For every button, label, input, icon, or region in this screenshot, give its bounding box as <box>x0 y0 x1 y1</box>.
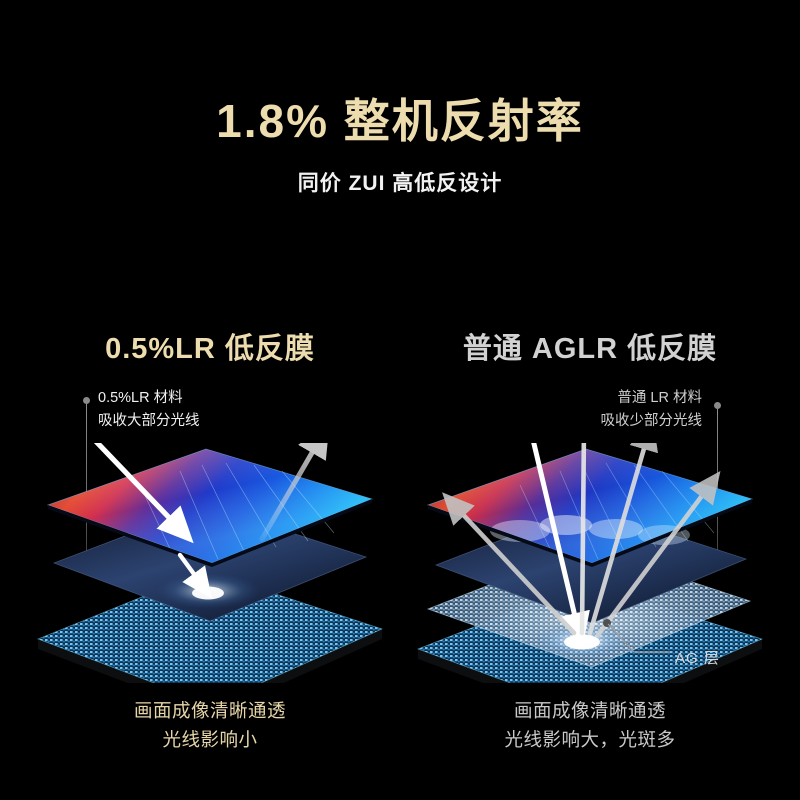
callout-dot-icon <box>714 402 721 409</box>
ray-absorbed-left <box>177 552 212 599</box>
callout-right-line2: 吸收少部分光线 <box>600 413 703 430</box>
ray-scatter-right-1 <box>442 492 577 636</box>
callout-left-line1: 0.5%LR 材料 <box>98 390 183 406</box>
page-subtitle: 同价 ZUI 高低反设计 <box>297 171 503 195</box>
layer-stack-right <box>410 443 770 683</box>
caption-right: 画面成像清晰通透 光线影响大，光斑多 <box>410 697 770 754</box>
panel-low-reflection-05lr: 0.5%LR 低反膜 0.5%LR 材料 吸收大部分光线 <box>30 325 390 755</box>
panel-ordinary-aglr: 普通 AGLR 低反膜 普通 LR 材料 吸收少部分光线 <box>410 325 770 755</box>
ag-layer-leader-line <box>607 623 670 653</box>
caption-right-line2: 光线影响大，光斑多 <box>504 728 676 750</box>
callout-left: 0.5%LR 材料 吸收大部分光线 <box>98 387 200 434</box>
ray-scatter-right-3 <box>587 443 658 636</box>
ray-incoming-right <box>531 443 590 648</box>
callout-right-line1: 普通 LR 材料 <box>617 390 702 406</box>
headline-block: 1.8% 整机反射率 同价 ZUI 高低反设计 <box>0 96 800 197</box>
ray-incoming-left <box>93 443 194 544</box>
ag-layer-label: AG 层 <box>675 650 720 667</box>
panel-heading-right: 普通 AGLR 低反膜 <box>462 333 718 365</box>
callout-dot-icon <box>83 397 90 404</box>
pixel-grid-layer-left <box>37 570 383 683</box>
caption-left: 画面成像清晰通透 光线影响小 <box>30 697 390 754</box>
callout-leader-line <box>86 404 87 562</box>
ag-layer-dot-icon <box>603 619 611 627</box>
page-title: 1.8% 整机反射率 <box>216 95 584 147</box>
caption-left-line2: 光线影响小 <box>162 728 258 750</box>
panel-heading-left: 0.5%LR 低反膜 <box>105 333 315 365</box>
caption-left-line1: 画面成像清晰通透 <box>133 700 286 721</box>
layer-stack-left <box>30 443 390 683</box>
caption-right-line1: 画面成像清晰通透 <box>513 700 666 721</box>
ray-outgoing-left <box>259 443 330 542</box>
callout-left-line2: 吸收大部分光线 <box>98 413 200 430</box>
ray-scatter-right-2 <box>579 443 587 636</box>
callout-right: 普通 LR 材料 吸收少部分光线 <box>601 387 703 434</box>
ray-scatter-right-4 <box>595 470 721 638</box>
display-image-layer-right <box>426 448 754 567</box>
